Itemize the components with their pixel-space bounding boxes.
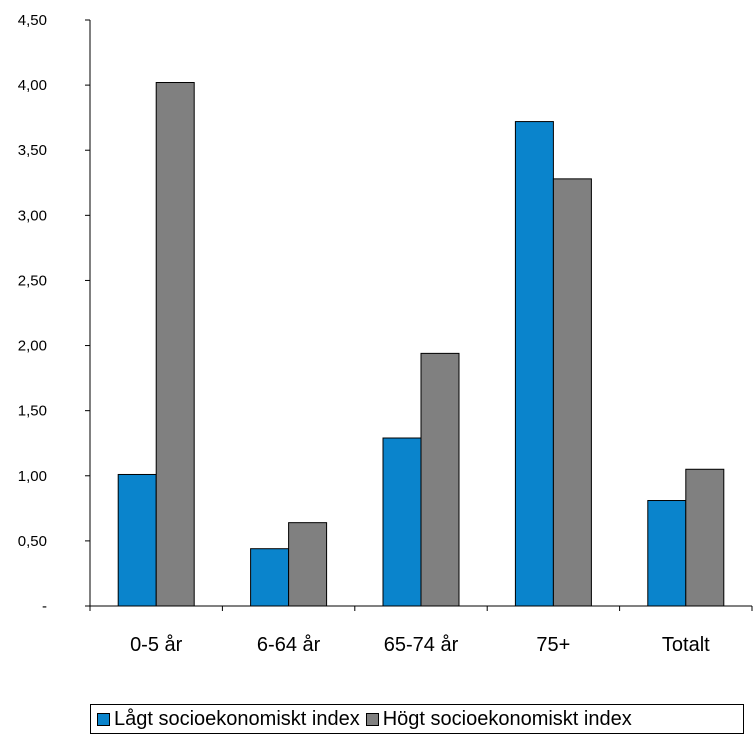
y-axis: - 0,50 1,00 1,50 2,00 2,50 3,00 3,50 4,00 4,50 (18, 12, 91, 615)
x-category-label: 75+ (536, 634, 570, 656)
x-axis (89, 605, 753, 611)
y-tick-label: 3,00 (18, 207, 47, 224)
bar-high-4 (685, 468, 725, 607)
y-tick-label: 2,50 (18, 272, 47, 289)
bar-high-3 (552, 178, 592, 607)
x-category-label: 6-64 år (257, 634, 321, 656)
y-tick-label: 1,00 (18, 468, 47, 485)
x-category-label: Totalt (662, 634, 710, 656)
x-category-label: 65-74 år (384, 634, 459, 656)
bars (117, 82, 725, 607)
y-tick-label: 4,50 (18, 12, 47, 29)
bar-high-2 (420, 352, 460, 607)
y-tick-label: 0,50 (18, 533, 47, 550)
legend-swatch-low (97, 712, 110, 726)
bar-low-0 (117, 473, 157, 607)
y-tick-label: 2,00 (18, 338, 47, 355)
legend-label-low: Lågt socioekonomiskt index (114, 707, 360, 730)
legend-label-high: Högt socioekonomiskt index (382, 707, 632, 730)
y-tick-label: - (42, 598, 47, 615)
y-tick-label: 4,00 (18, 77, 47, 94)
bar-chart: - 0,50 1,00 1,50 2,00 2,50 3,00 3,50 4,00 4,50 0-… (18, 12, 753, 656)
bar-low-2 (382, 437, 422, 607)
x-category-label: 0-5 år (130, 634, 183, 656)
bar-low-4 (647, 500, 687, 607)
category-labels: 0-5 år 6-64 år 65-74 år 75+ Totalt (130, 634, 710, 656)
y-tick-label: 3,50 (18, 142, 47, 159)
legend-item-high: Högt socioekonomiskt index (365, 707, 632, 731)
bar-low-3 (514, 121, 554, 607)
bar-high-1 (288, 522, 328, 607)
legend-swatch-high (365, 712, 379, 726)
bar-low-1 (250, 548, 290, 607)
legend-item-low: Lågt socioekonomiskt index (97, 708, 360, 731)
y-tick-label: 1,50 (18, 403, 47, 420)
legend: Lågt socioekonomiskt index Högt socioeko… (90, 704, 744, 734)
bar-high-0 (155, 82, 195, 607)
